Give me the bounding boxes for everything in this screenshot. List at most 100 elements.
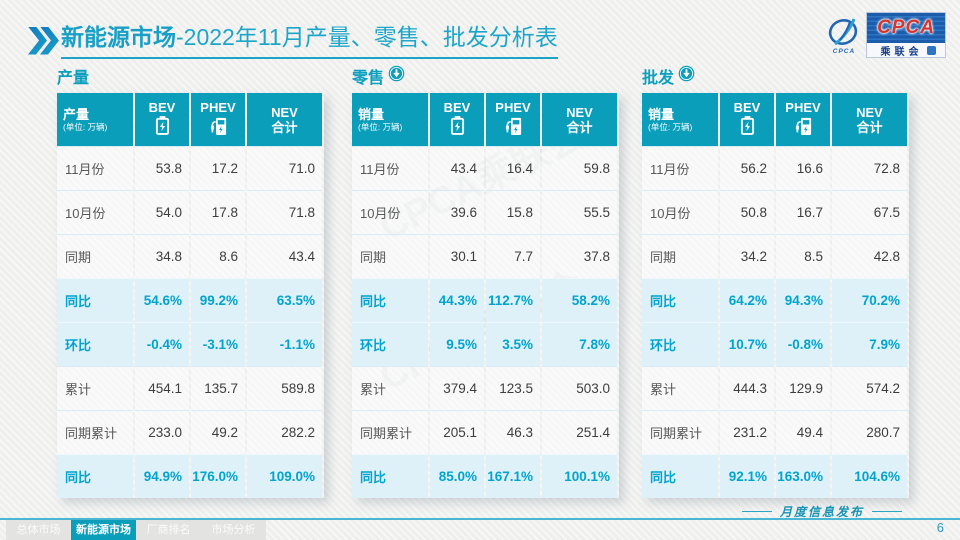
corner-unit: (单位: 万辆) [358, 121, 403, 132]
value-cell: 503.0 [542, 366, 617, 410]
column-header-bev: BEV [720, 93, 774, 146]
down-arrow-icon [678, 65, 695, 82]
column-label: BEV [443, 99, 471, 115]
row-label-cell: 同期累计 [352, 410, 428, 454]
footer-tab-总体市场[interactable]: 总体市场 [6, 520, 71, 540]
note-line-left [741, 511, 772, 512]
table-corner-cell: 销量 (单位: 万辆) [642, 93, 718, 146]
value-cell: 15.8 [486, 190, 540, 234]
row-label-cell: 累计 [642, 366, 718, 410]
corner-label: 产量 [63, 106, 90, 122]
section-header: 产量 [57, 64, 324, 88]
value-cell: 50.8 [720, 190, 774, 234]
value-cell: 30.1 [430, 234, 484, 278]
value-cell: 16.7 [776, 190, 830, 234]
footer-tab-市场分析[interactable]: 市场分析 [201, 520, 266, 540]
value-cell: 16.4 [486, 146, 540, 190]
page-title: 新能源市场-2022年11月产量、零售、批发分析表 [61, 22, 558, 59]
column-header-bev: BEV [135, 93, 189, 146]
table-corner-cell: 产量 (单位: 万辆) [57, 93, 133, 146]
page-title-highlight: 新能源市场 [61, 24, 176, 50]
row-label-cell: 10月份 [642, 190, 718, 234]
value-cell: 10.7% [720, 322, 774, 366]
value-cell: 58.2% [542, 278, 617, 322]
value-cell: 251.4 [542, 410, 617, 454]
footer-tab-bar: 总体市场 新能源市场 厂商排名 市场分析 [6, 520, 266, 540]
value-cell: 44.3% [430, 278, 484, 322]
value-cell: 43.4 [430, 146, 484, 190]
value-cell: 3.5% [486, 322, 540, 366]
row-label-cell: 10月份 [352, 190, 428, 234]
row-label-cell: 同期累计 [642, 410, 718, 454]
footer-tab-厂商排名[interactable]: 厂商排名 [136, 520, 201, 540]
section-header: 批发 [642, 64, 909, 88]
section-title: 零售 [352, 70, 385, 87]
charging-pump-icon [210, 117, 226, 135]
cpca-badge: CPCA 乘联会 [866, 12, 946, 58]
value-cell: 176.0% [191, 454, 245, 498]
value-cell: 67.5 [832, 190, 907, 234]
value-cell: 379.4 [430, 366, 484, 410]
value-cell: 71.8 [247, 190, 322, 234]
column-label: BEV [733, 99, 761, 115]
value-cell: 46.3 [486, 410, 540, 454]
value-cell: 94.3% [776, 278, 830, 322]
row-label-cell: 10月份 [57, 190, 133, 234]
cpca-badge-bottom: 乘联会 [867, 43, 945, 58]
down-arrow-icon [388, 65, 405, 82]
row-label-cell: 累计 [57, 366, 133, 410]
row-label-cell: 11月份 [352, 146, 428, 190]
page-number: 6 [936, 520, 944, 535]
column-header-phev: PHEV [191, 93, 245, 146]
value-cell: 7.9% [832, 322, 907, 366]
value-cell: 54.0 [135, 190, 189, 234]
row-label-cell: 环比 [352, 322, 428, 366]
value-cell: 280.7 [832, 410, 907, 454]
value-cell: 231.2 [720, 410, 774, 454]
row-label-cell: 同比 [642, 278, 718, 322]
value-cell: 589.8 [247, 366, 322, 410]
value-cell: 163.0% [776, 454, 830, 498]
charging-pump-icon [795, 117, 811, 135]
column-label: PHEV [200, 99, 236, 115]
value-cell: 56.2 [720, 146, 774, 190]
row-label-cell: 累计 [352, 366, 428, 410]
value-cell: 34.2 [720, 234, 774, 278]
value-cell: 71.0 [247, 146, 322, 190]
value-cell: 574.2 [832, 366, 907, 410]
column-label: PHEV [495, 99, 531, 115]
row-label-cell: 同期 [642, 234, 718, 278]
row-label-cell: 同比 [642, 454, 718, 498]
value-cell: 100.1% [542, 454, 617, 498]
production-table-section: 产量 产量 (单位: 万辆) BEV PHEV NEV 合计 11月份 53.8 17.2 71.… [57, 64, 324, 498]
row-label-cell: 同期累计 [57, 410, 133, 454]
charging-pump-icon-wrap [209, 116, 228, 140]
value-cell: 8.6 [191, 234, 245, 278]
cpca-acronym: CPCA [877, 17, 935, 38]
value-cell: 17.2 [191, 146, 245, 190]
charging-pump-icon-wrap [504, 116, 523, 140]
value-cell: 34.8 [135, 234, 189, 278]
data-table: 产量 (单位: 万辆) BEV PHEV NEV 合计 11月份 53.8 17.2 71.0 10… [57, 93, 324, 498]
value-cell: 49.4 [776, 410, 830, 454]
value-cell: 94.9% [135, 454, 189, 498]
corner-unit: (单位: 万辆) [63, 121, 108, 132]
cpca-badge-top: CPCA [867, 13, 945, 43]
column-label: PHEV [785, 99, 821, 115]
footer-divider [0, 518, 960, 520]
column-header-nev-total: NEV 合计 [542, 93, 617, 146]
value-cell: 70.2% [832, 278, 907, 322]
footer-tab-新能源市场[interactable]: 新能源市场 [71, 520, 136, 540]
section-title: 产量 [57, 70, 90, 87]
note-line-right [872, 511, 902, 512]
column-label: NEV [271, 104, 298, 120]
value-cell: 37.8 [542, 234, 617, 278]
column-label: BEV [148, 99, 176, 115]
row-label-cell: 同比 [352, 454, 428, 498]
corner-label: 销量 [358, 106, 385, 122]
cpca-logo: CPCA CPCA 乘联会 [825, 12, 946, 58]
column-label: 合计 [856, 119, 883, 135]
value-cell: 55.5 [542, 190, 617, 234]
column-header-bev: BEV [430, 93, 484, 146]
row-label-cell: 同比 [57, 454, 133, 498]
